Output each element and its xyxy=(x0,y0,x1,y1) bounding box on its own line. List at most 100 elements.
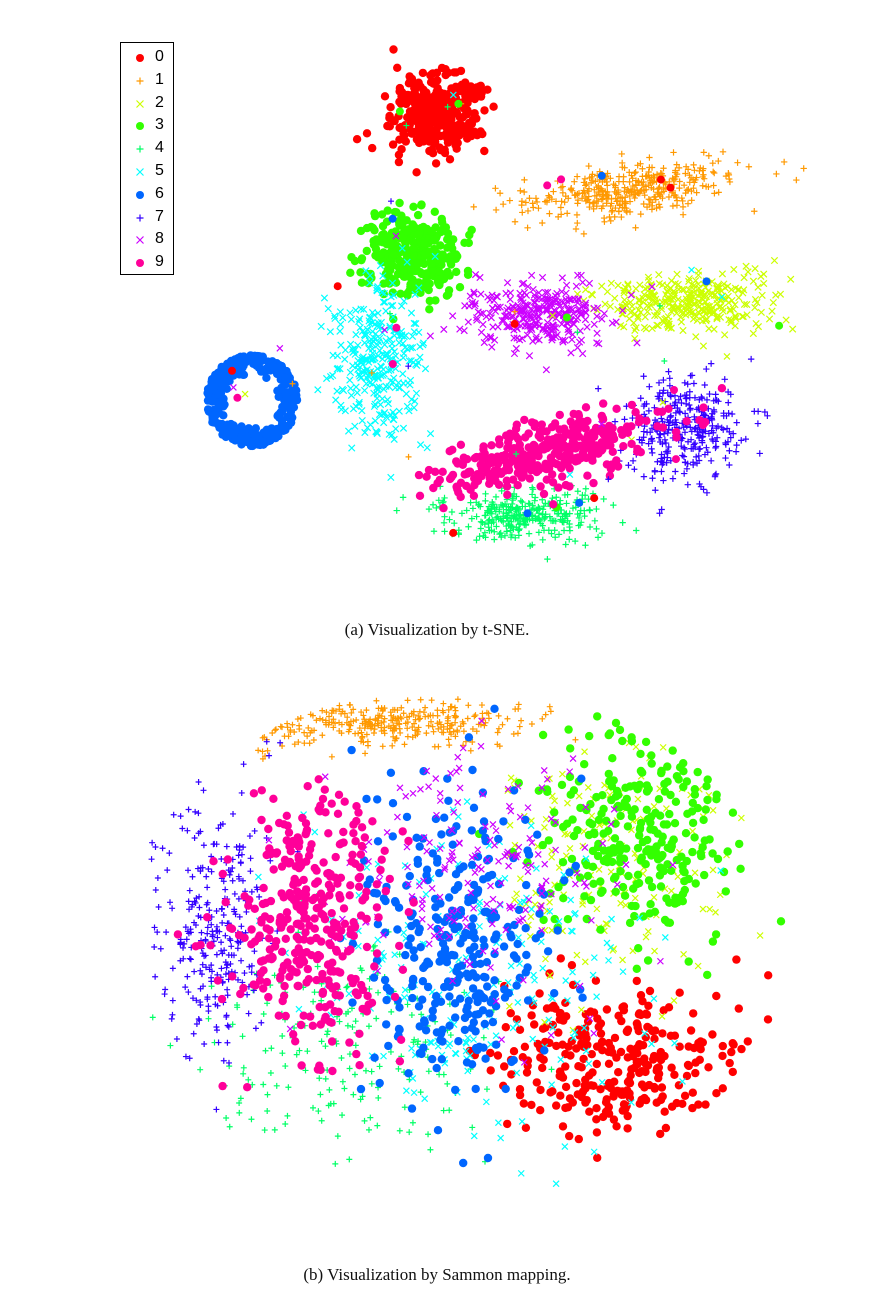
point-digit-1 xyxy=(646,164,653,171)
point-digit-4 xyxy=(345,1008,352,1015)
point-digit-2 xyxy=(507,774,515,782)
point-digit-2 xyxy=(751,295,760,304)
point-digit-9 xyxy=(476,460,485,469)
point-digit-0 xyxy=(574,1134,583,1144)
point-digit-5 xyxy=(407,357,415,365)
point-digit-4 xyxy=(341,1085,348,1092)
point-digit-3 xyxy=(446,258,455,267)
point-digit-9 xyxy=(562,450,571,459)
point-digit-3 xyxy=(723,847,732,856)
point-digit-9 xyxy=(622,422,632,431)
point-digit-5 xyxy=(593,993,601,1001)
point-digit-4 xyxy=(491,536,498,543)
point-digit-3 xyxy=(598,791,607,800)
legend-entry-3: 3 xyxy=(121,115,175,138)
point-digit-3 xyxy=(406,260,416,269)
point-digit-4 xyxy=(540,515,548,523)
point-digit-1 xyxy=(451,704,458,711)
point-digit-6 xyxy=(448,840,457,849)
point-digit-0 xyxy=(632,976,641,986)
point-digit-3 xyxy=(702,782,711,791)
point-digit-5 xyxy=(688,266,695,274)
point-digit-4 xyxy=(346,1065,353,1072)
point-digit-9 xyxy=(524,457,534,466)
point-digit-1 xyxy=(330,724,337,731)
point-digit-5 xyxy=(383,396,392,404)
point-digit-1 xyxy=(390,722,397,729)
point-digit-5 xyxy=(314,386,322,394)
point-digit-5 xyxy=(320,294,329,302)
point-digit-3 xyxy=(713,854,723,864)
point-digit-2 xyxy=(630,310,639,318)
point-digit-8 xyxy=(548,310,556,318)
point-digit-2 xyxy=(606,302,614,310)
point-digit-6 xyxy=(220,400,229,409)
point-digit-0 xyxy=(688,1088,697,1097)
point-digit-0 xyxy=(642,1010,652,1019)
point-digit-1 xyxy=(607,175,614,182)
point-digit-3 xyxy=(429,235,439,244)
point-digit-9 xyxy=(559,441,569,450)
point-digit-3 xyxy=(632,964,641,973)
point-digit-0 xyxy=(718,1084,727,1093)
point-digit-5 xyxy=(380,385,388,393)
point-digit-0 xyxy=(527,1100,536,1110)
point-digit-7 xyxy=(681,445,689,453)
point-digit-5 xyxy=(648,1040,655,1048)
point-digit-1 xyxy=(352,730,359,737)
point-digit-4 xyxy=(482,512,489,519)
legend-entry-2: 2 xyxy=(121,93,175,116)
point-digit-5 xyxy=(569,968,576,976)
point-digit-4 xyxy=(374,1122,381,1129)
point-digit-9 xyxy=(447,472,456,482)
point-digit-6 xyxy=(494,879,504,889)
point-digit-6 xyxy=(255,439,264,449)
point-digit-3 xyxy=(588,862,598,871)
point-digit-8 xyxy=(460,327,468,335)
point-digit-4 xyxy=(330,1100,337,1107)
point-digit-9 xyxy=(543,181,552,190)
point-digit-4 xyxy=(226,1123,233,1130)
point-digit-2 xyxy=(712,908,719,916)
point-digit-6 xyxy=(279,421,288,430)
point-digit-7 xyxy=(724,438,732,445)
point-digit-4 xyxy=(528,506,536,513)
point-digit-7 xyxy=(643,429,651,436)
point-digit-0 xyxy=(661,1123,671,1133)
point-digit-4 xyxy=(236,1109,243,1116)
point-digit-7 xyxy=(658,455,665,462)
point-digit-1 xyxy=(272,727,279,734)
point-digit-6 xyxy=(509,1056,518,1065)
point-digit-4 xyxy=(517,520,524,527)
point-digit-1 xyxy=(571,192,578,199)
point-digit-8 xyxy=(494,303,502,311)
point-digit-8 xyxy=(593,329,601,337)
point-digit-1 xyxy=(574,200,581,207)
point-digit-4 xyxy=(425,1131,432,1138)
point-digit-1 xyxy=(589,200,597,207)
point-digit-2 xyxy=(765,315,774,323)
point-digit-9 xyxy=(642,416,651,426)
point-digit-1 xyxy=(518,717,525,724)
point-digit-4 xyxy=(359,1093,366,1100)
point-digit-1 xyxy=(670,149,677,156)
point-digit-2 xyxy=(668,302,676,311)
point-digit-2 xyxy=(782,316,790,324)
point-digit-0 xyxy=(441,91,451,100)
point-digit-1 xyxy=(279,743,286,750)
point-digit-1 xyxy=(326,713,333,720)
point-digit-1 xyxy=(519,209,526,216)
point-digit-8 xyxy=(544,288,552,297)
point-digit-4 xyxy=(465,523,472,530)
point-digit-2 xyxy=(601,300,609,308)
point-digit-3 xyxy=(674,775,683,784)
point-digit-7 xyxy=(700,486,707,493)
point-digit-4 xyxy=(440,1107,447,1114)
point-digit-5 xyxy=(362,355,371,363)
point-digit-3 xyxy=(425,248,434,257)
point-digit-0 xyxy=(593,1153,602,1162)
point-digit-0 xyxy=(455,112,464,122)
point-digit-1 xyxy=(469,725,476,732)
point-digit-4 xyxy=(311,989,318,996)
point-digit-4 xyxy=(549,517,556,525)
